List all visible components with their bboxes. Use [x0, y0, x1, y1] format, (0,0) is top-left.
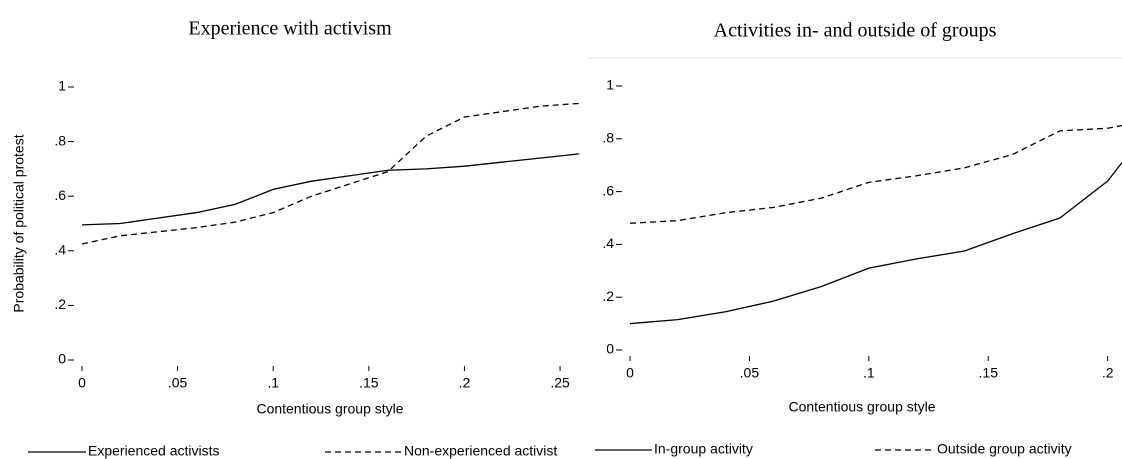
x-tick-label: .25 [550, 375, 570, 391]
legend-label: Outside group activity [937, 441, 1072, 457]
series-line [81, 153, 580, 226]
y-tick-label: 1 [58, 78, 66, 94]
y-tick-label: 0 [606, 341, 614, 357]
legend-label: Non-experienced activist [404, 443, 557, 459]
series-line [629, 124, 1122, 224]
y-tick-label: .8 [54, 132, 66, 148]
y-tick-label: .6 [602, 182, 614, 198]
y-tick-label: .2 [602, 288, 614, 304]
legend-label: In-group activity [654, 441, 753, 457]
x-tick-label: .05 [168, 375, 188, 391]
y-tick-label: 0 [58, 351, 66, 367]
x-tick-label: 0 [78, 375, 86, 391]
chart-title: Activities in- and outside of groups [714, 20, 997, 42]
x-tick-label: .15 [979, 365, 999, 381]
x-tick-label: .15 [359, 375, 379, 391]
x-tick-label: 0 [626, 365, 634, 381]
y-tick-label: .4 [602, 235, 614, 251]
x-axis-label: Contentious group style [256, 401, 403, 417]
y-tick-label: .8 [602, 130, 614, 146]
x-axis-label: Contentious group style [788, 399, 935, 415]
x-tick-label: .2 [459, 375, 471, 391]
y-tick-label: .4 [54, 242, 66, 258]
series-line [81, 102, 580, 245]
legend-label: Experienced activists [88, 443, 220, 459]
y-tick-label: .6 [54, 187, 66, 203]
y-tick-label: .2 [54, 296, 66, 312]
y-tick-label: 1 [606, 77, 614, 93]
x-tick-label: .2 [1102, 365, 1114, 381]
chart-title: Experience with activism [188, 18, 392, 40]
x-tick-label: .1 [863, 365, 875, 381]
series-line [629, 162, 1122, 325]
x-tick-label: .1 [267, 375, 279, 391]
y-axis-label: Probability of political protest [11, 134, 27, 312]
x-tick-label: .05 [740, 365, 760, 381]
